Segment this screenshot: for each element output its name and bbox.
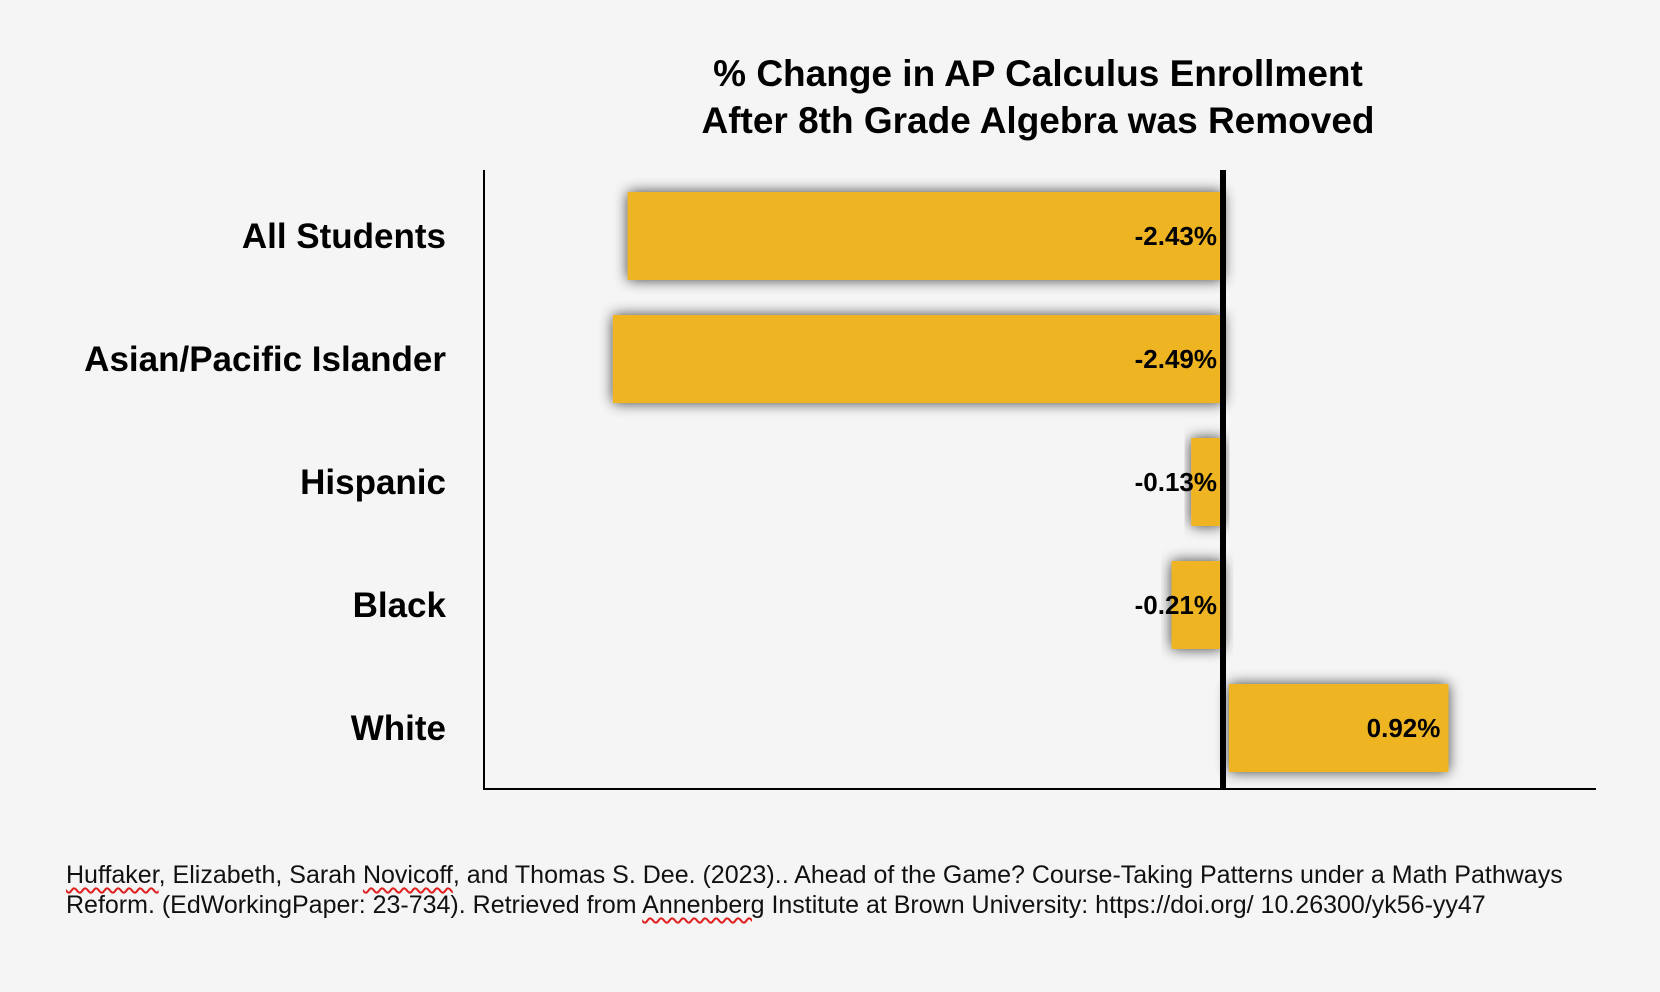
value-label: -2.49% [1135, 344, 1217, 374]
category-label: Asian/Pacific Islander [84, 340, 446, 379]
value-label: 0.92% [1367, 713, 1441, 743]
category-labels: All Students Asian/Pacific Islander Hispan… [84, 217, 446, 748]
category-label: Black [353, 586, 447, 625]
bar-black [1171, 561, 1223, 649]
citation-text-1: , Elizabeth, Sarah [158, 861, 363, 889]
chart-title-line-1: % Change in AP Calculus Enrollment [713, 53, 1363, 94]
value-label: -0.13% [1135, 467, 1217, 497]
value-label: -2.43% [1135, 221, 1217, 251]
citation-text-3: Institute at Brown University: https://d… [764, 891, 1486, 919]
bar-all-students [627, 192, 1223, 280]
category-label: All Students [242, 217, 446, 256]
category-label: Hispanic [300, 463, 446, 502]
citation-word-annenberg: Annenberg [642, 891, 765, 919]
bar-white [1229, 684, 1449, 772]
citation-word-huffaker: Huffaker [66, 861, 159, 889]
citation-word-novicoff: Novicoff [362, 861, 453, 889]
value-labels: -2.43% -2.49% -0.13% -0.21% 0.92% [1135, 221, 1441, 743]
citation: Huffaker, Elizabeth, Sarah Novicoff, and… [66, 860, 1596, 920]
value-label: -0.21% [1135, 590, 1217, 620]
category-label: White [351, 709, 446, 748]
bar-asian-pacific-islander [612, 315, 1223, 403]
bars-group [612, 192, 1449, 772]
bar-hispanic [1191, 438, 1223, 526]
chart-title-line-2: After 8th Grade Algebra was Removed [701, 100, 1374, 141]
citation-text-2: , and Thomas S. Dee. (2023).. Ahead of t… [66, 861, 1563, 919]
